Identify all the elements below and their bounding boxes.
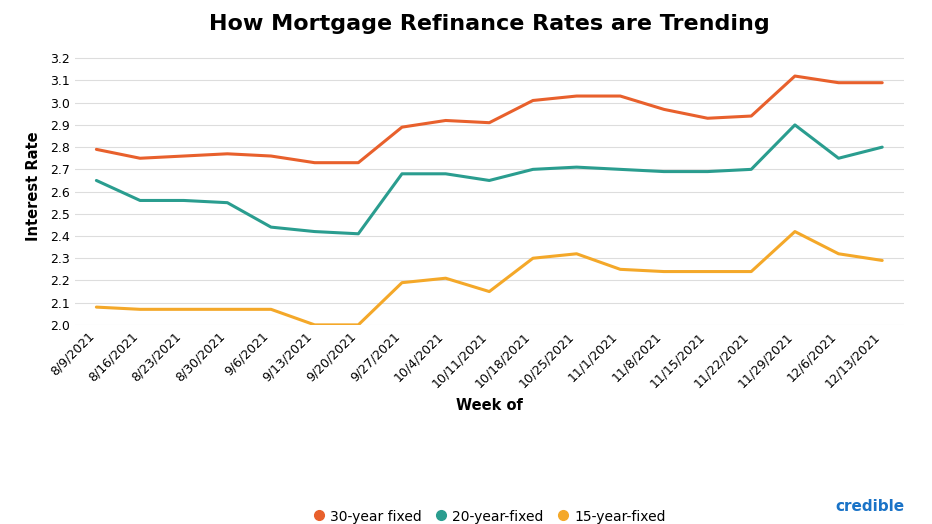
Line: 15-year-fixed: 15-year-fixed (96, 232, 883, 325)
15-year-fixed (615, 266, 626, 272)
30-year fixed (352, 159, 363, 166)
20-year-fixed (440, 171, 451, 177)
15-year-fixed (571, 250, 582, 257)
30-year fixed (90, 146, 102, 152)
Line: 30-year fixed: 30-year fixed (96, 76, 883, 162)
30-year fixed (134, 155, 145, 161)
Title: How Mortgage Refinance Rates are Trending: How Mortgage Refinance Rates are Trendin… (209, 15, 770, 35)
Line: 20-year-fixed: 20-year-fixed (96, 125, 883, 234)
30-year fixed (615, 93, 626, 99)
20-year-fixed (178, 198, 189, 204)
30-year fixed (440, 117, 451, 124)
30-year fixed (178, 153, 189, 159)
20-year-fixed (352, 231, 363, 237)
20-year-fixed (571, 164, 582, 170)
20-year-fixed (309, 228, 321, 235)
15-year-fixed (789, 228, 801, 235)
15-year-fixed (833, 250, 844, 257)
30-year fixed (396, 124, 407, 130)
15-year-fixed (309, 322, 321, 328)
15-year-fixed (352, 322, 363, 328)
20-year-fixed (789, 122, 801, 128)
15-year-fixed (746, 268, 757, 275)
20-year-fixed (877, 144, 888, 150)
Legend: 30-year fixed, 20-year-fixed, 15-year-fixed: 30-year fixed, 20-year-fixed, 15-year-fi… (308, 504, 671, 524)
20-year-fixed (222, 200, 233, 206)
20-year-fixed (90, 177, 102, 183)
20-year-fixed (833, 155, 844, 161)
20-year-fixed (746, 166, 757, 172)
20-year-fixed (396, 171, 407, 177)
30-year fixed (789, 73, 801, 79)
20-year-fixed (266, 224, 277, 230)
20-year-fixed (484, 177, 495, 183)
15-year-fixed (658, 268, 669, 275)
30-year fixed (484, 119, 495, 126)
30-year fixed (833, 80, 844, 86)
30-year fixed (222, 151, 233, 157)
15-year-fixed (134, 306, 145, 312)
30-year fixed (309, 159, 321, 166)
15-year-fixed (90, 304, 102, 310)
30-year fixed (702, 115, 713, 122)
15-year-fixed (528, 255, 539, 261)
30-year fixed (658, 106, 669, 113)
15-year-fixed (440, 275, 451, 281)
30-year fixed (746, 113, 757, 119)
15-year-fixed (484, 288, 495, 294)
15-year-fixed (396, 279, 407, 286)
15-year-fixed (877, 257, 888, 264)
Text: credible: credible (835, 498, 904, 514)
20-year-fixed (134, 198, 145, 204)
30-year fixed (877, 80, 888, 86)
X-axis label: Week of: Week of (456, 398, 523, 413)
30-year fixed (266, 153, 277, 159)
20-year-fixed (658, 168, 669, 174)
20-year-fixed (528, 166, 539, 172)
30-year fixed (571, 93, 582, 99)
Y-axis label: Interest Rate: Interest Rate (26, 131, 42, 241)
20-year-fixed (702, 168, 713, 174)
15-year-fixed (222, 306, 233, 312)
20-year-fixed (615, 166, 626, 172)
15-year-fixed (702, 268, 713, 275)
15-year-fixed (178, 306, 189, 312)
15-year-fixed (266, 306, 277, 312)
30-year fixed (528, 97, 539, 104)
